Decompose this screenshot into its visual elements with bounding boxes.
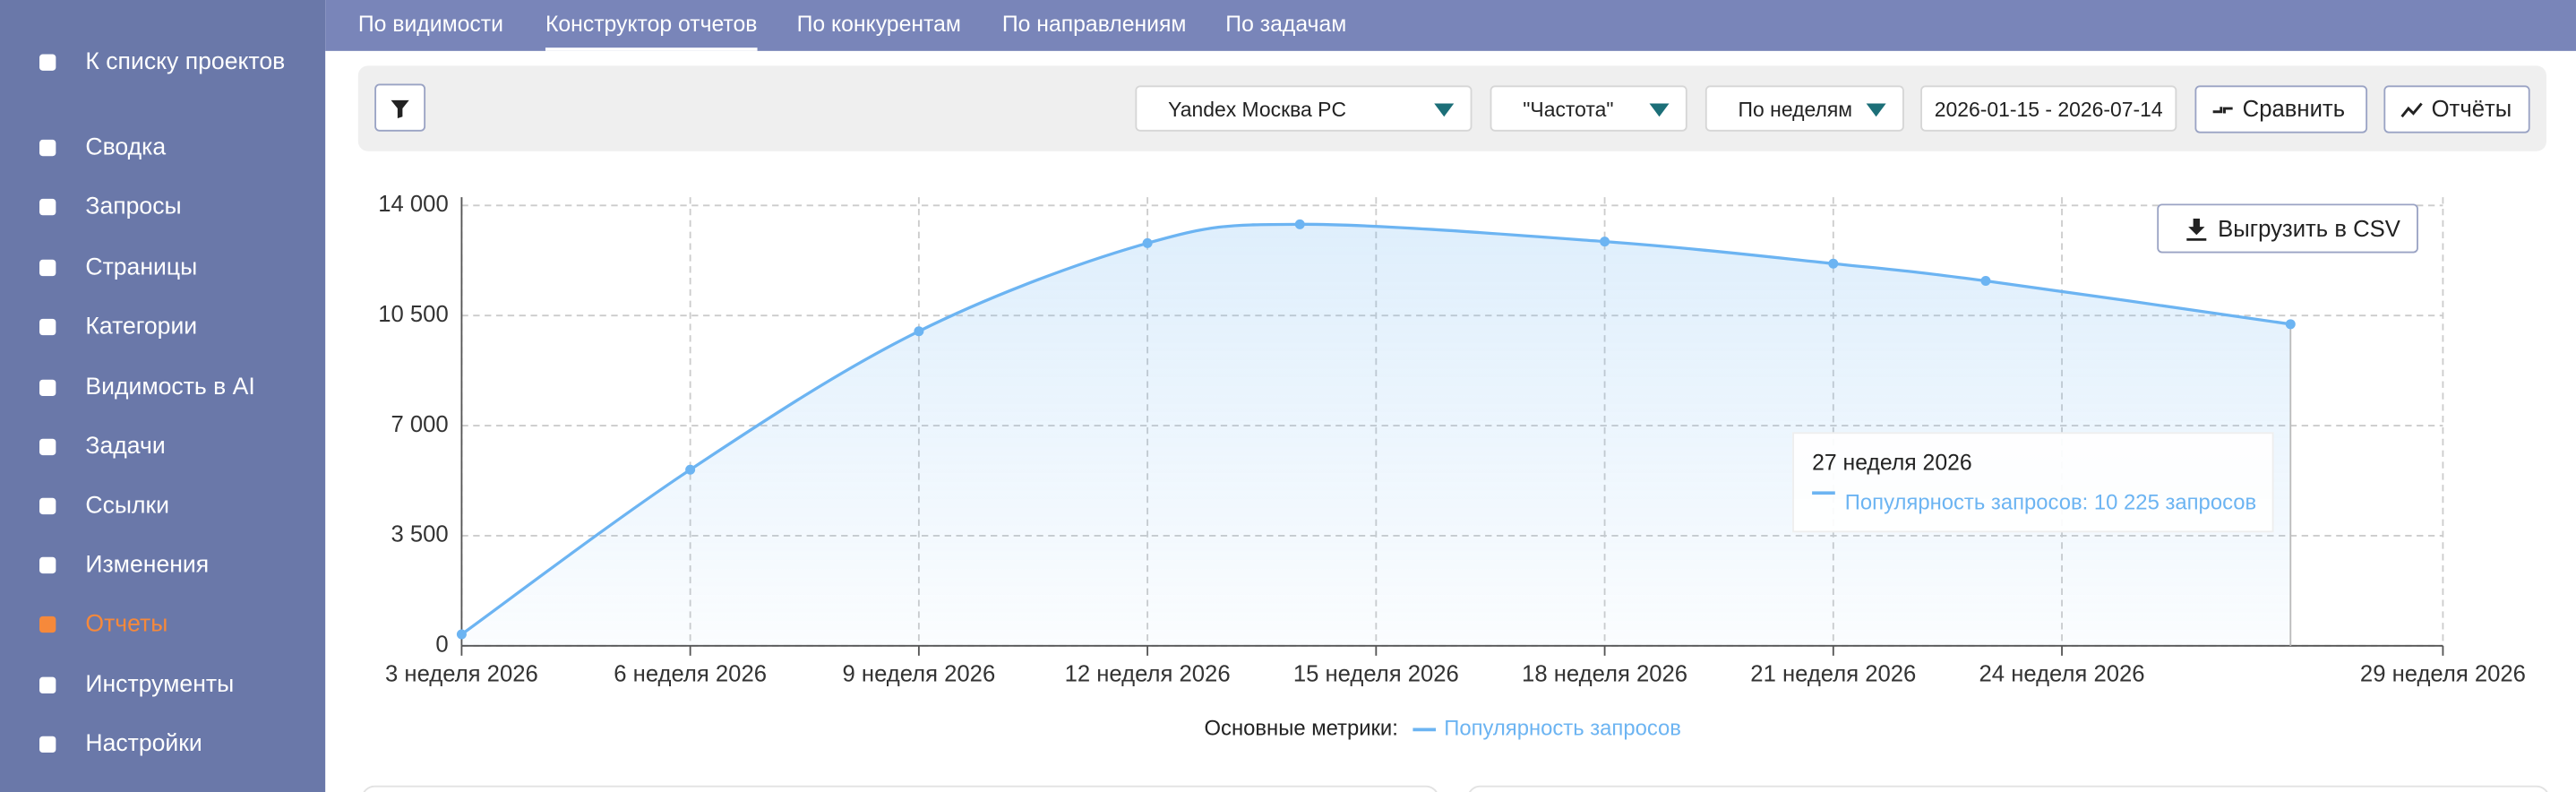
menu-icon xyxy=(39,676,56,694)
menu-item[interactable]: Запросы xyxy=(85,194,182,220)
card xyxy=(361,785,1439,792)
export-csv-label: Выгрузить в CSV xyxy=(2218,215,2400,242)
point xyxy=(1142,237,1153,248)
x-tick-label: 9 неделя 2026 xyxy=(843,662,996,687)
menu-icon xyxy=(39,438,56,456)
legend-title: Основные метрики: xyxy=(1205,717,1398,741)
menu-icon xyxy=(39,736,56,753)
x-tick-label: 29 неделя 2026 xyxy=(2360,662,2526,687)
x-tick-label: 12 неделя 2026 xyxy=(1065,662,1231,687)
filter-icon xyxy=(391,99,409,119)
menu-icon xyxy=(39,556,56,574)
compare-button[interactable]: Сравнить xyxy=(2194,85,2368,133)
tooltip-title: 27 неделя 2026 xyxy=(1812,450,1972,476)
tab-bar: По видимости Конструктор отчетов По конкур… xyxy=(325,0,2576,51)
y-tick-label: 7 000 xyxy=(391,412,449,437)
trend-icon xyxy=(2400,102,2423,118)
period-select[interactable]: По неделям xyxy=(1704,85,1904,132)
tab[interactable]: По видимости xyxy=(357,11,503,37)
menu-item[interactable]: Настройки xyxy=(85,731,202,758)
menu-item[interactable]: Ссылки xyxy=(85,493,170,520)
reports-label: Отчёты xyxy=(2431,95,2512,122)
menu-item[interactable]: Сводка xyxy=(85,134,167,161)
y-tick-label: 14 000 xyxy=(378,192,448,217)
metric-select[interactable]: "Частота" xyxy=(1490,85,1687,132)
x-tick-label: 21 неделя 2026 xyxy=(1750,662,1916,687)
menu-item[interactable]: Изменения xyxy=(85,552,210,579)
point xyxy=(1294,219,1305,229)
tab[interactable]: Конструктор отчетов xyxy=(545,11,758,37)
menu-item[interactable]: Инструменты xyxy=(85,672,235,699)
date-label: 2026-01-15 - 2026-07-14 xyxy=(1934,99,2163,122)
point xyxy=(1600,237,1610,247)
toolbar: Yandex Москва PC "Частота" По неделям 20… xyxy=(357,65,2546,151)
menu-item[interactable]: Отчеты xyxy=(85,611,168,638)
tooltip-swatch xyxy=(1812,491,1835,495)
point xyxy=(1980,276,1991,287)
menu-icon xyxy=(39,198,56,216)
menu-item[interactable]: Категории xyxy=(85,314,198,340)
tab[interactable]: По направлениям xyxy=(1001,11,1187,37)
menu-icon xyxy=(39,379,56,397)
region-label: Yandex Москва PC xyxy=(1168,99,1347,122)
menu-icon xyxy=(39,497,56,515)
menu-icon xyxy=(39,54,56,71)
tab[interactable]: По задачам xyxy=(1225,11,1347,37)
tab-underline xyxy=(545,47,758,51)
tooltip-text: Популярность запросов: 10 225 запросов xyxy=(1844,489,2257,515)
menu-item[interactable]: Видимость в AI xyxy=(85,374,255,401)
sidebar: К списку проектов Сводка Запросы Страницы Ка… xyxy=(0,0,326,792)
filter-button[interactable] xyxy=(374,83,426,132)
period-label: По неделям xyxy=(1738,99,1853,122)
date-range[interactable]: 2026-01-15 - 2026-07-14 xyxy=(1920,85,2177,132)
menu-icon xyxy=(39,616,56,633)
region-select[interactable]: Yandex Москва PC xyxy=(1135,85,1473,132)
y-tick-label: 10 500 xyxy=(378,302,448,327)
menu-item[interactable]: К списку проектов xyxy=(85,49,286,76)
point xyxy=(914,326,924,337)
tooltip: 27 неделя 2026 Популярность запросов: 10… xyxy=(1792,432,2274,533)
x-tick-label: 6 неделя 2026 xyxy=(614,662,767,687)
area xyxy=(461,224,2291,646)
compare-label: Сравнить xyxy=(2242,95,2346,122)
point xyxy=(456,629,467,640)
menu-icon xyxy=(39,318,56,336)
x-tick-label: 3 неделя 2026 xyxy=(385,662,538,687)
x-tick-label: 18 неделя 2026 xyxy=(1522,662,1687,687)
y-tick-label: 3 500 xyxy=(391,522,449,547)
tab[interactable]: По конкурентам xyxy=(796,11,961,37)
point xyxy=(1828,258,1839,269)
point xyxy=(2285,319,2296,330)
reports-button[interactable]: Отчёты xyxy=(2383,85,2530,133)
menu-icon xyxy=(39,139,56,157)
x-tick-label: 15 неделя 2026 xyxy=(1293,662,1459,687)
y-tick-label: 0 xyxy=(435,633,448,658)
menu-item[interactable]: Страницы xyxy=(85,254,198,281)
point xyxy=(685,464,696,475)
menu-item[interactable]: Задачи xyxy=(85,434,166,461)
menu-icon xyxy=(39,259,56,277)
card xyxy=(1466,785,2550,792)
export-csv-button[interactable]: Выгрузить в CSV xyxy=(2157,203,2418,254)
download-icon xyxy=(2186,218,2207,241)
x-tick-label: 24 неделя 2026 xyxy=(1979,662,2145,687)
metric-label: "Частота" xyxy=(1523,99,1614,122)
compare-icon xyxy=(2212,107,2233,114)
legend-label: Популярность запросов xyxy=(1444,717,1681,741)
